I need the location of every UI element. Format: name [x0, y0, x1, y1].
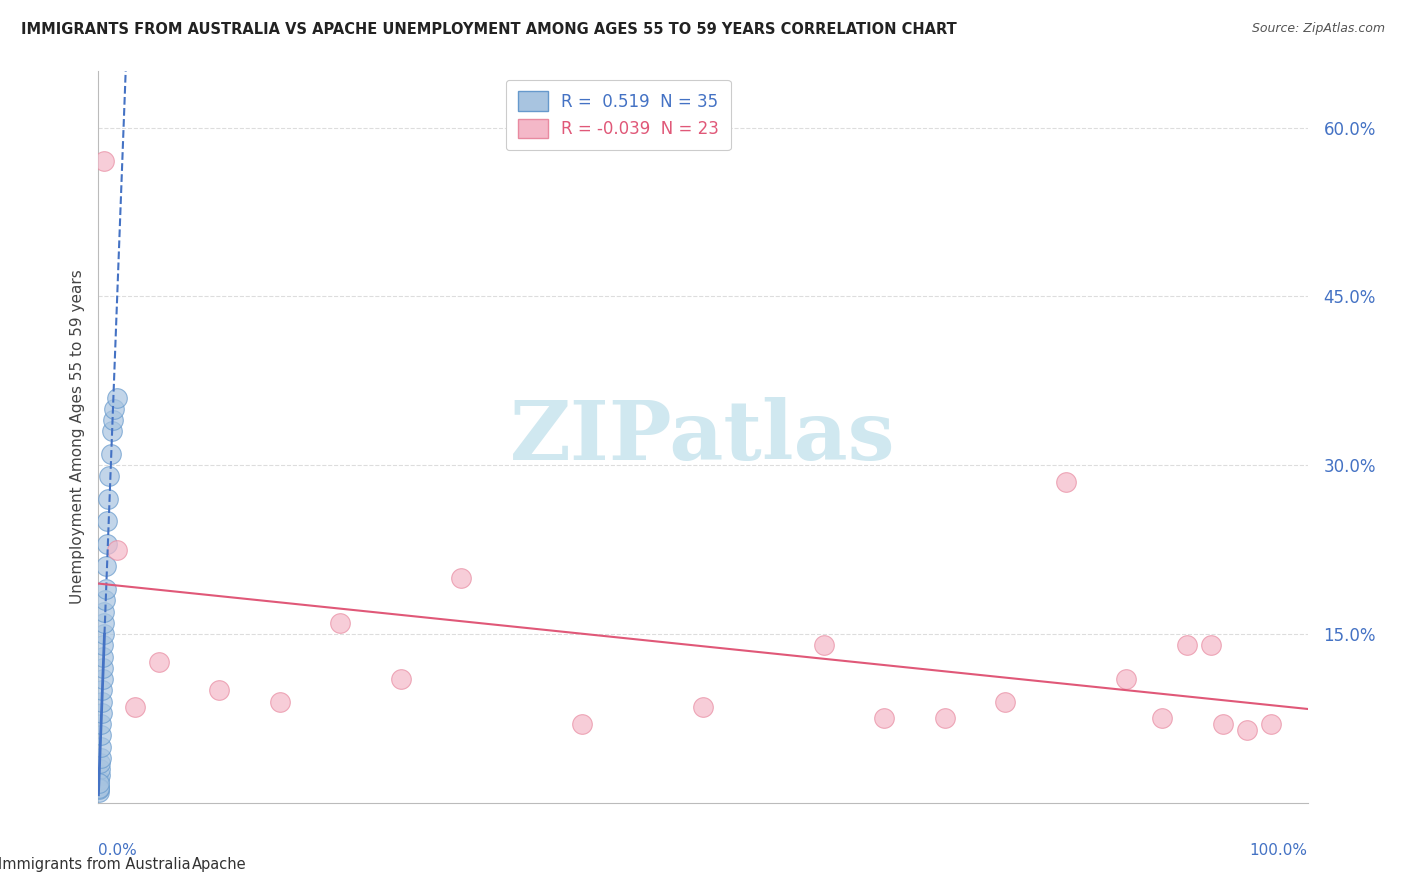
Text: IMMIGRANTS FROM AUSTRALIA VS APACHE UNEMPLOYMENT AMONG AGES 55 TO 59 YEARS CORRE: IMMIGRANTS FROM AUSTRALIA VS APACHE UNEM… [21, 22, 957, 37]
Text: 0.0%: 0.0% [98, 843, 138, 858]
Point [89, 773, 111, 788]
Point [1236, 723, 1258, 737]
Point [89, 775, 111, 789]
Point [101, 413, 124, 427]
Point [93, 638, 115, 652]
Text: 100.0%: 100.0% [1250, 843, 1308, 858]
Text: Immigrants from Australia: Immigrants from Australia [0, 857, 191, 872]
Point [89, 756, 111, 771]
Point [450, 571, 472, 585]
Point [873, 711, 896, 725]
Point [93, 615, 115, 630]
Point [329, 615, 352, 630]
Point [90, 728, 112, 742]
Point [934, 711, 956, 725]
Point [94, 582, 117, 596]
Point [389, 672, 412, 686]
Point [91, 672, 114, 686]
Point [994, 694, 1017, 708]
Point [1199, 638, 1222, 652]
Point [91, 649, 114, 664]
Text: Apache: Apache [191, 857, 246, 872]
Point [813, 638, 835, 652]
Point [96, 559, 118, 574]
Point [1260, 717, 1282, 731]
Point [100, 425, 122, 439]
Point [105, 391, 128, 405]
Point [1212, 717, 1234, 731]
Legend: R =  0.519  N = 35, R = -0.039  N = 23: R = 0.519 N = 35, R = -0.039 N = 23 [506, 79, 731, 150]
Point [90, 739, 112, 754]
Point [90, 706, 112, 720]
Point [93, 154, 115, 169]
Point [96, 537, 118, 551]
Point [105, 542, 128, 557]
Text: Source: ZipAtlas.com: Source: ZipAtlas.com [1251, 22, 1385, 36]
Point [208, 683, 231, 698]
Point [91, 683, 114, 698]
Point [124, 700, 146, 714]
Point [103, 401, 125, 416]
Point [97, 491, 120, 506]
Point [1115, 672, 1137, 686]
Point [98, 469, 121, 483]
Point [90, 751, 112, 765]
Y-axis label: Unemployment Among Ages 55 to 59 years: Unemployment Among Ages 55 to 59 years [69, 269, 84, 605]
Point [90, 717, 112, 731]
Point [93, 627, 115, 641]
Point [1054, 475, 1077, 489]
Point [1175, 638, 1198, 652]
Text: ZIPatlas: ZIPatlas [510, 397, 896, 477]
Point [87, 779, 110, 793]
Point [100, 447, 122, 461]
Point [692, 700, 714, 714]
Point [87, 784, 110, 798]
Point [1152, 711, 1174, 725]
Point [94, 593, 117, 607]
Point [269, 694, 291, 708]
FancyBboxPatch shape [165, 858, 187, 874]
Point [96, 515, 118, 529]
Point [89, 767, 111, 781]
Point [93, 605, 115, 619]
Point [87, 782, 110, 797]
Point [571, 717, 593, 731]
Point [148, 655, 170, 669]
Point [91, 694, 114, 708]
Point [91, 661, 114, 675]
Point [89, 762, 111, 776]
Point [89, 781, 111, 796]
